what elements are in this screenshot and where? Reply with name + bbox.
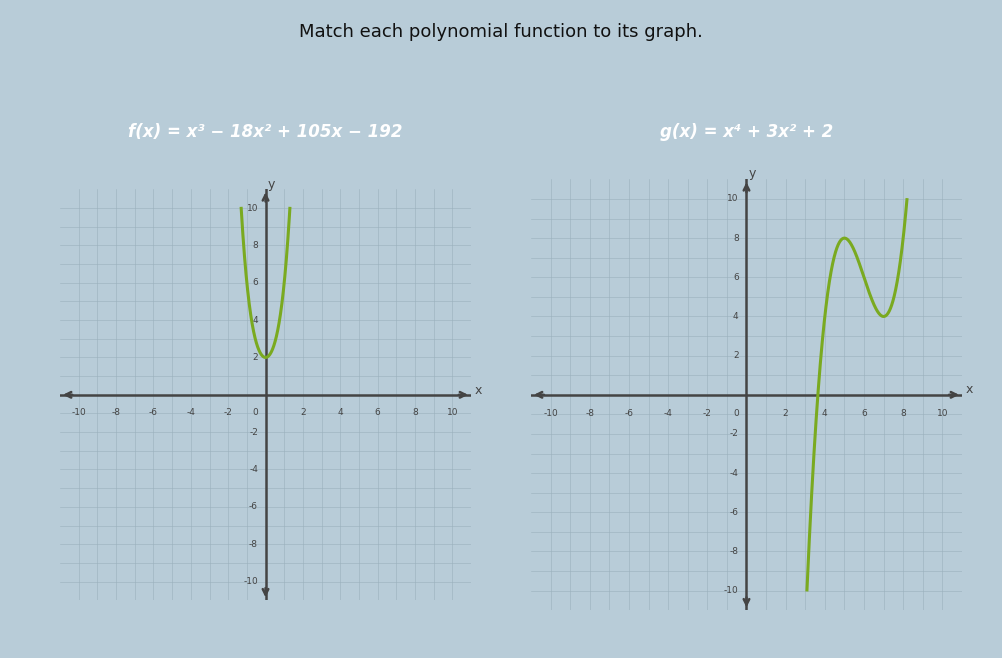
Text: x: x xyxy=(966,384,973,396)
Text: 4: 4 xyxy=(253,316,259,324)
Text: 10: 10 xyxy=(727,195,738,203)
Text: 8: 8 xyxy=(900,409,906,418)
Text: -6: -6 xyxy=(624,409,633,418)
Text: Match each polynomial function to its graph.: Match each polynomial function to its gr… xyxy=(299,23,703,41)
Text: -8: -8 xyxy=(729,547,738,556)
Text: 0: 0 xyxy=(732,409,738,418)
Text: -8: -8 xyxy=(249,540,259,549)
Text: 2: 2 xyxy=(783,409,789,418)
Text: 8: 8 xyxy=(412,408,418,417)
Text: -2: -2 xyxy=(729,430,738,438)
Text: x: x xyxy=(475,384,482,397)
Text: 10: 10 xyxy=(246,203,259,213)
Text: 6: 6 xyxy=(375,408,381,417)
Text: 6: 6 xyxy=(732,273,738,282)
Text: y: y xyxy=(748,167,757,180)
Text: -6: -6 xyxy=(249,502,259,511)
Text: -10: -10 xyxy=(723,586,738,595)
Text: 10: 10 xyxy=(937,409,948,418)
Text: 2: 2 xyxy=(253,353,259,362)
Text: -2: -2 xyxy=(223,408,232,417)
Text: 4: 4 xyxy=(822,409,828,418)
Text: -10: -10 xyxy=(543,409,558,418)
Text: 4: 4 xyxy=(733,312,738,321)
Text: -10: -10 xyxy=(243,577,259,586)
Text: -8: -8 xyxy=(585,409,594,418)
Text: 6: 6 xyxy=(861,409,867,418)
Text: 4: 4 xyxy=(338,408,343,417)
Text: -8: -8 xyxy=(111,408,120,417)
Text: 10: 10 xyxy=(447,408,458,417)
Text: 2: 2 xyxy=(733,351,738,360)
Text: y: y xyxy=(268,178,275,191)
Text: 0: 0 xyxy=(253,408,259,417)
Text: -10: -10 xyxy=(71,408,86,417)
Text: f(x) = x³ − 18x² + 105x − 192: f(x) = x³ − 18x² + 105x − 192 xyxy=(128,122,403,141)
Text: 8: 8 xyxy=(732,234,738,243)
Text: -2: -2 xyxy=(249,428,259,437)
Text: -4: -4 xyxy=(186,408,195,417)
Text: -6: -6 xyxy=(149,408,158,417)
Text: 2: 2 xyxy=(300,408,306,417)
Text: 8: 8 xyxy=(253,241,259,250)
Text: 6: 6 xyxy=(253,278,259,288)
Text: -4: -4 xyxy=(249,465,259,474)
Text: -2: -2 xyxy=(702,409,711,418)
Text: -4: -4 xyxy=(663,409,672,418)
Text: -4: -4 xyxy=(729,468,738,478)
Text: g(x) = x⁴ + 3x² + 2: g(x) = x⁴ + 3x² + 2 xyxy=(660,122,833,141)
Text: -6: -6 xyxy=(729,508,738,517)
